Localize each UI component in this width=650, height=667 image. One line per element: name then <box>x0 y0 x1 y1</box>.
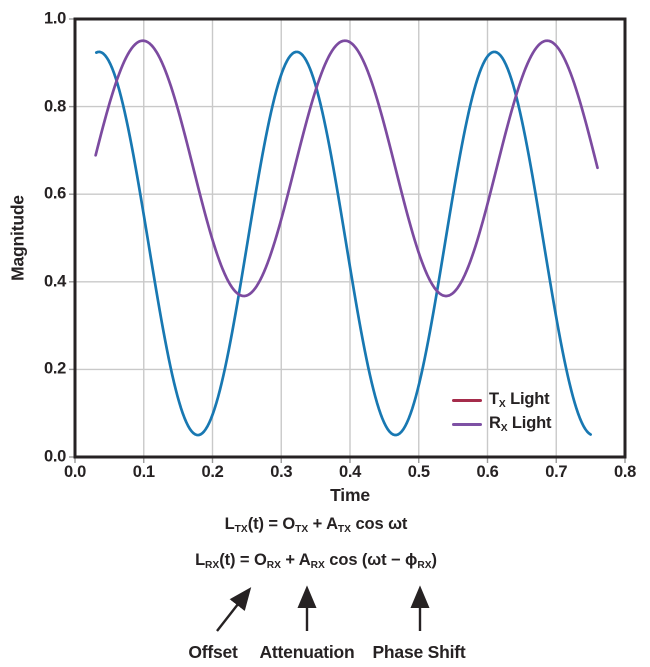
x-axis-tick-labels: 0.0 0.1 0.2 0.3 0.4 0.5 0.6 0.7 0.8 <box>0 463 650 483</box>
text-run: Light <box>505 390 550 409</box>
x-tick-label: 0.5 <box>407 463 430 481</box>
subscript-text: RX <box>266 559 281 571</box>
subscript-text: RX <box>205 559 220 571</box>
legend-entry-tx: TX Light <box>452 388 551 412</box>
text-run: R <box>489 414 501 433</box>
y-tick-label: 0.6 <box>43 184 66 203</box>
legend-line-swatch-tx <box>452 398 482 402</box>
legend-label-rx: RX Light <box>489 414 551 434</box>
text-run: ) <box>431 551 438 569</box>
x-axis-title: Time <box>330 485 370 505</box>
phase-shift-label: Phase Shift <box>372 642 466 662</box>
text-run: Light <box>507 414 552 433</box>
equation-tx: LTX(t) = OTX + ATX cos ωt <box>0 515 632 535</box>
subscript-text: X <box>500 422 508 434</box>
chart-plot-area <box>69 17 627 463</box>
y-tick-label: 0.2 <box>43 359 66 378</box>
text-run: T <box>489 390 499 409</box>
legend: TX Light RX Light <box>452 388 551 436</box>
plot-frame <box>73 17 627 459</box>
text-run: (t) = O <box>247 515 296 533</box>
tx-light-curve <box>94 50 592 437</box>
subscript-text: TX <box>234 523 248 535</box>
x-tick-label: 0.0 <box>63 463 87 481</box>
rx-light-curve <box>94 39 599 298</box>
text-run: L <box>195 551 206 569</box>
y-tick-label: 0.0 <box>43 447 66 466</box>
y-axis-tick-labels: 0.0 0.2 0.4 0.6 0.8 1.0 <box>0 0 66 505</box>
text-run: cos ωt <box>350 515 408 533</box>
legend-label-tx: TX Light <box>489 390 550 410</box>
offset-label: Offset <box>188 642 238 662</box>
y-tick-label: 0.4 <box>43 272 66 291</box>
text-run: + A <box>280 551 311 569</box>
x-tick-label: 0.8 <box>613 463 637 481</box>
text-run: L <box>224 515 235 533</box>
x-tick-label: 0.7 <box>545 463 568 481</box>
x-tick-label: 0.4 <box>338 463 362 481</box>
y-tick-label: 0.8 <box>43 97 66 116</box>
subscript-text: TX <box>295 523 309 535</box>
subscript-text: RX <box>417 559 432 571</box>
subscript-text: X <box>498 398 506 410</box>
subscript-text: TX <box>337 523 351 535</box>
offset-arrow <box>216 587 252 632</box>
x-tick-label: 0.3 <box>270 463 293 481</box>
text-run: cos (ωt − ϕ <box>324 551 418 569</box>
attenuation-label: Attenuation <box>259 642 355 662</box>
text-run: (t) = O <box>219 551 267 569</box>
subscript-text: RX <box>310 559 325 571</box>
x-tick-label: 0.1 <box>132 463 155 481</box>
y-tick-label: 1.0 <box>43 9 66 28</box>
legend-entry-rx: RX Light <box>452 412 551 436</box>
equation-rx: LRX(t) = ORX + ARX cos (ωt − ϕRX) <box>0 551 632 571</box>
x-tick-label: 0.6 <box>476 463 499 481</box>
legend-line-swatch-rx <box>452 422 482 426</box>
text-run: + A <box>308 515 338 533</box>
x-tick-label: 0.2 <box>201 463 224 481</box>
